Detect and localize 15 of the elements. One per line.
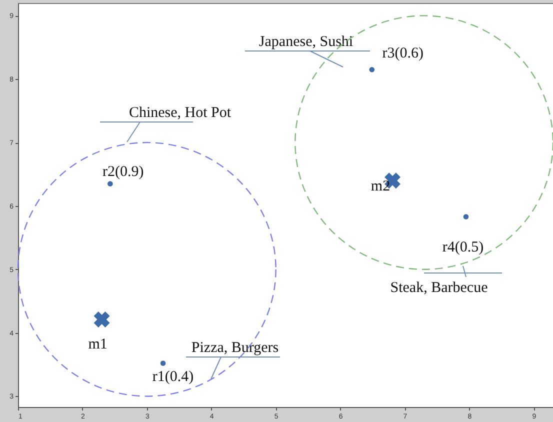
data-label: r1(0.4) — [152, 369, 194, 386]
annotation: Chinese, Hot Pot — [128, 105, 232, 121]
annotation: Japanese, Sushi — [258, 34, 354, 50]
annotation: Steak, Barbecue — [390, 280, 488, 296]
point — [160, 360, 166, 366]
data-label: r4(0.5) — [442, 240, 484, 256]
point — [108, 181, 113, 186]
point — [94, 311, 110, 328]
data-label: m2 — [370, 178, 390, 195]
annotation: Pizza, Burgers — [191, 340, 279, 356]
data-label: m1 — [88, 336, 108, 352]
point — [369, 66, 375, 72]
point — [463, 214, 469, 220]
data-label: r3(0.6) — [382, 46, 424, 62]
data-label: r2(0.9) — [102, 164, 144, 180]
